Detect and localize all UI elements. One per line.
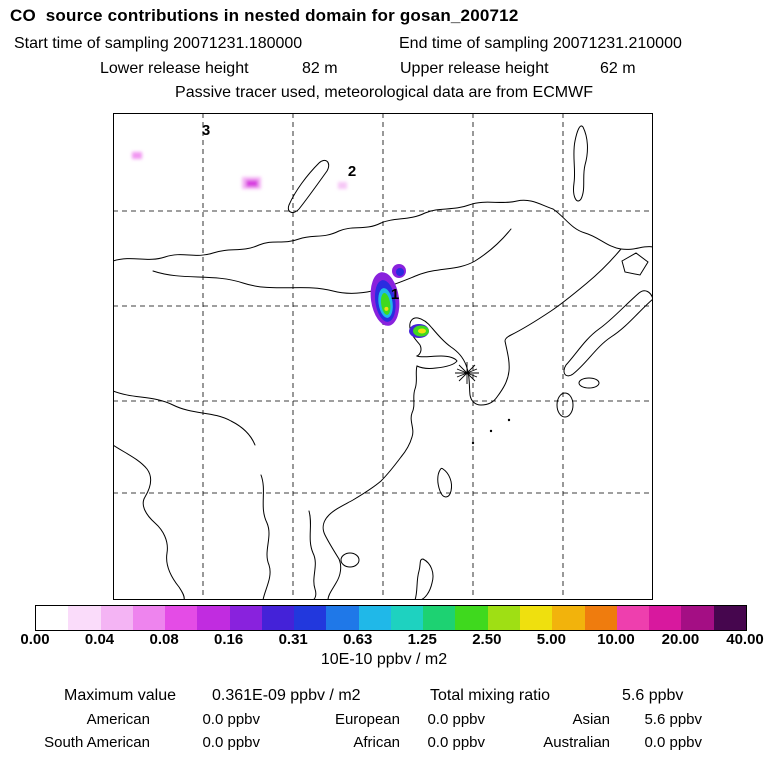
lake-baikal — [287, 159, 330, 213]
colorbar-tick: 0.00 — [20, 631, 50, 648]
colorbar-tick: 0.63 — [343, 631, 373, 648]
max-value-label: Maximum value — [64, 687, 177, 704]
max-value: 0.361E-09 ppbv / m2 — [212, 687, 361, 704]
colorbar-cell — [423, 606, 456, 630]
coast-bengal — [112, 444, 185, 601]
contributions-row-1: American 0.0 ppbv European 0.0 ppbv Asia… — [0, 711, 702, 728]
figure-title: CO source contributions in nested domain… — [10, 6, 519, 25]
colorbar-tick: 0.04 — [84, 631, 115, 648]
colorbar-cell — [519, 606, 553, 630]
source-label-2: 2 — [348, 163, 356, 180]
colorbar-tick: 0.16 — [214, 631, 244, 648]
colorbar-cell — [681, 606, 714, 630]
colorbar-cell — [390, 606, 424, 630]
total-mixing-ratio-label: Total mixing ratio — [430, 687, 551, 704]
map-canvas: 1 2 3 — [112, 113, 654, 601]
colorbar-tick: 5.00 — [536, 631, 566, 648]
region-value: 0.0 ppbv — [644, 734, 702, 751]
hainan-island — [340, 552, 360, 568]
colorbar-tick: 2.50 — [472, 631, 502, 648]
start-time-text: Start time of sampling 20071231.180000 — [14, 35, 303, 52]
region-label: African — [353, 734, 400, 751]
colorbar-cell — [455, 606, 488, 630]
grid-lines — [113, 113, 653, 600]
region-value: 0.0 ppbv — [427, 711, 485, 728]
honshu-island — [563, 290, 654, 377]
region-value: 0.0 ppbv — [202, 734, 260, 751]
region-label: Australian — [543, 734, 610, 751]
mongolia-border — [152, 228, 512, 294]
luzon-island — [414, 558, 434, 601]
region-value: 5.6 ppbv — [644, 711, 702, 728]
colorbar-cell — [584, 606, 617, 630]
colorbar-cell — [713, 606, 746, 630]
upper-release-label: Upper release height — [400, 60, 549, 77]
map-panel: 1 2 3 — [112, 113, 654, 601]
colorbar-cell — [487, 606, 520, 630]
kyushu-island — [556, 392, 574, 418]
shikoku-island — [578, 377, 600, 389]
colorbar-tick: 10.00 — [597, 631, 635, 648]
indochina-border-2 — [308, 510, 317, 601]
colorbar-cells — [35, 605, 747, 631]
colorbar-cell — [649, 606, 682, 630]
coastlines — [112, 125, 654, 601]
region-value: 0.0 ppbv — [202, 711, 260, 728]
colorbar-cell — [552, 606, 585, 630]
contributions-row-2: South American 0.0 ppbv African 0.0 ppbv… — [0, 734, 702, 751]
map-frame — [113, 113, 653, 600]
taiwan-island — [437, 467, 452, 498]
region-value: 0.0 ppbv — [427, 734, 485, 751]
colorbar-tick: 1.25 — [407, 631, 437, 648]
region-label: Asian — [572, 711, 610, 728]
coast-russia-border — [112, 199, 554, 262]
tracer-spot-2 — [338, 182, 347, 189]
colorbar-cell — [165, 606, 198, 630]
colorbar-cell — [616, 606, 650, 630]
region-label: European — [334, 711, 400, 728]
colorbar-ticks: 0.00 0.04 0.08 0.16 0.31 0.63 1.25 2.50 5.00 10.0… — [20, 631, 763, 649]
colorbar-tick: 0.08 — [149, 631, 179, 648]
tracer-spots — [132, 152, 347, 189]
plume-secondary — [409, 324, 429, 338]
colorbar-cell — [294, 606, 327, 630]
colorbar-cell — [68, 606, 101, 630]
hokkaido-island — [621, 252, 649, 276]
colorbar-cell — [326, 606, 359, 630]
colorbar-cell — [36, 606, 69, 630]
coast-china-korea — [322, 248, 622, 601]
source-label-1: 1 — [391, 286, 399, 303]
colorbar-tick: 40.00 — [726, 631, 764, 648]
end-time-text: End time of sampling 20071231.210000 — [399, 35, 682, 52]
tracer-spot-west — [132, 152, 142, 159]
tracer-spot-baikal — [246, 180, 258, 187]
region-label: American — [86, 711, 150, 728]
colorbar-tick: 20.00 — [661, 631, 700, 648]
sakhalin-island — [573, 125, 588, 202]
colorbar-cell — [261, 606, 295, 630]
indochina-border-1 — [260, 474, 271, 601]
colorbar-cell — [132, 606, 166, 630]
lower-release-label: Lower release height — [100, 60, 249, 77]
ryukyu-islands — [471, 418, 511, 445]
total-mixing-ratio-value: 5.6 ppbv — [622, 687, 684, 704]
colorbar-cell — [197, 606, 230, 630]
himalaya-border — [112, 390, 256, 446]
colorbar-cell — [100, 606, 133, 630]
plume-source-1 — [370, 264, 406, 326]
gosan-station-marker — [455, 362, 479, 384]
colorbar-cell — [229, 606, 262, 630]
source-label-3: 3 — [202, 122, 210, 139]
colorbar-tick: 0.31 — [278, 631, 308, 648]
colorbar-cell — [358, 606, 391, 630]
tracer-note: Passive tracer used, meteorological data… — [175, 84, 593, 101]
coast-amur-east — [552, 208, 654, 250]
region-label: South American — [44, 734, 150, 751]
lower-release-value: 82 m — [302, 60, 338, 77]
colorbar-units: 10E-10 ppbv / m2 — [320, 651, 448, 668]
upper-release-value: 62 m — [600, 60, 636, 77]
